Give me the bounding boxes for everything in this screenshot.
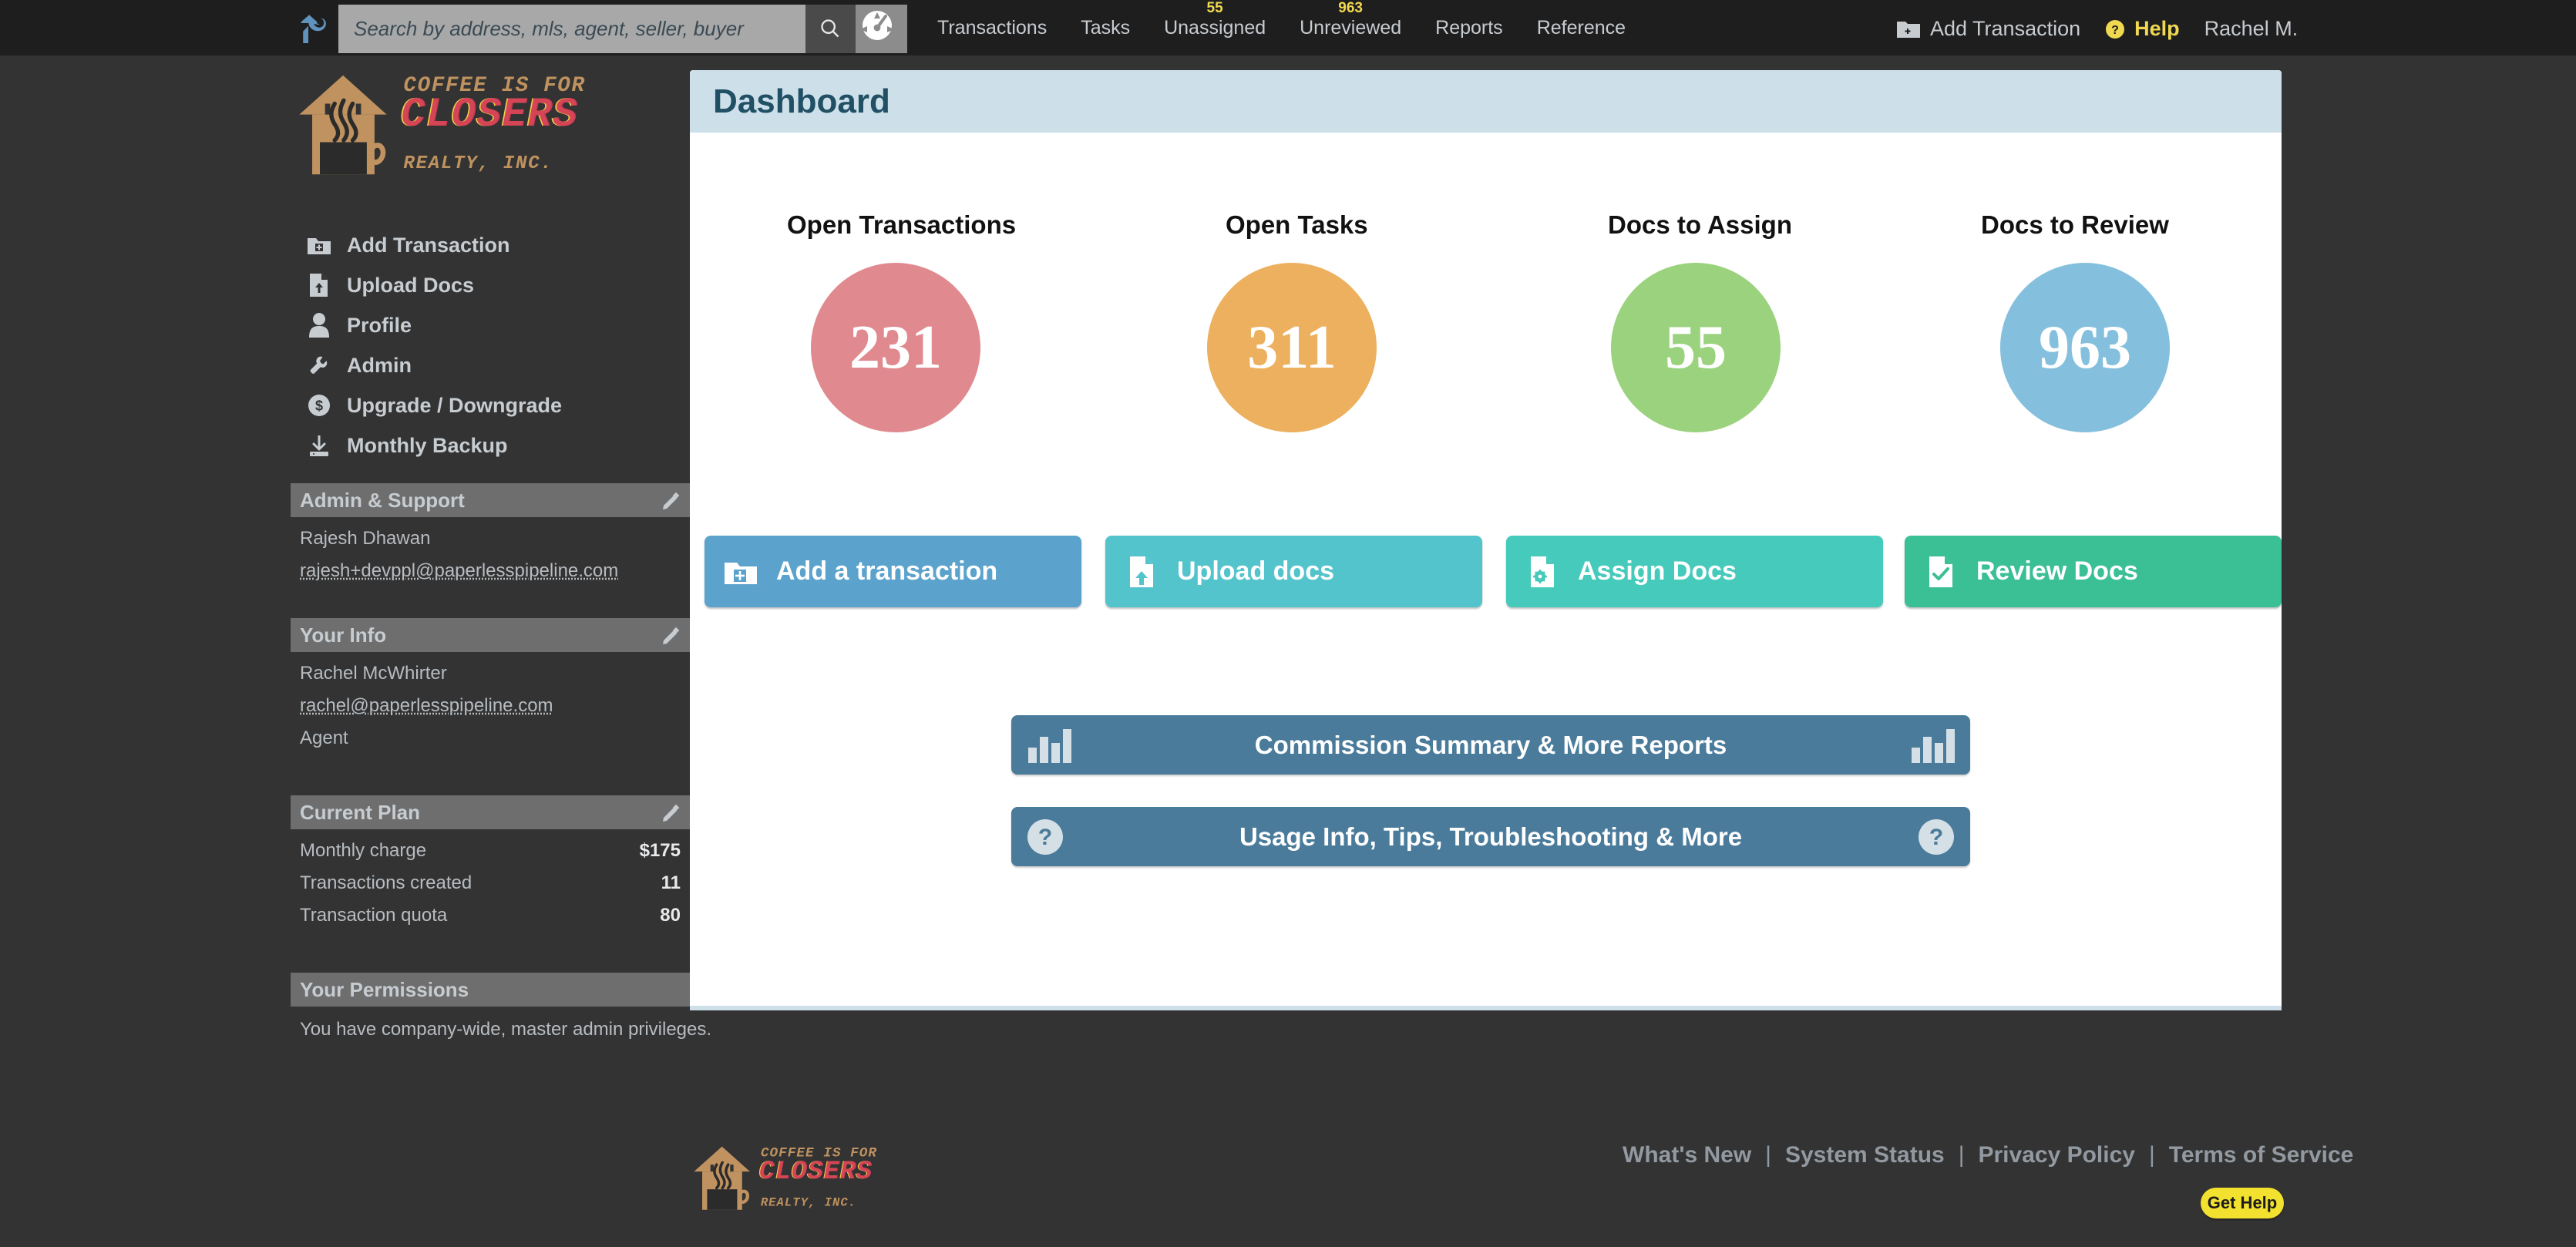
svg-text:?: ? [1038, 825, 1052, 850]
svg-text:REALTY, INC.: REALTY, INC. [403, 153, 553, 174]
svg-text:CLOSERS: CLOSERS [759, 1158, 873, 1187]
svg-text:?: ? [2111, 24, 2119, 37]
svg-text:$: $ [315, 398, 323, 414]
svg-text:REALTY, INC.: REALTY, INC. [761, 1195, 856, 1209]
svg-text:?: ? [1929, 825, 1943, 850]
svg-text:CLOSERS: CLOSERS [401, 92, 578, 139]
